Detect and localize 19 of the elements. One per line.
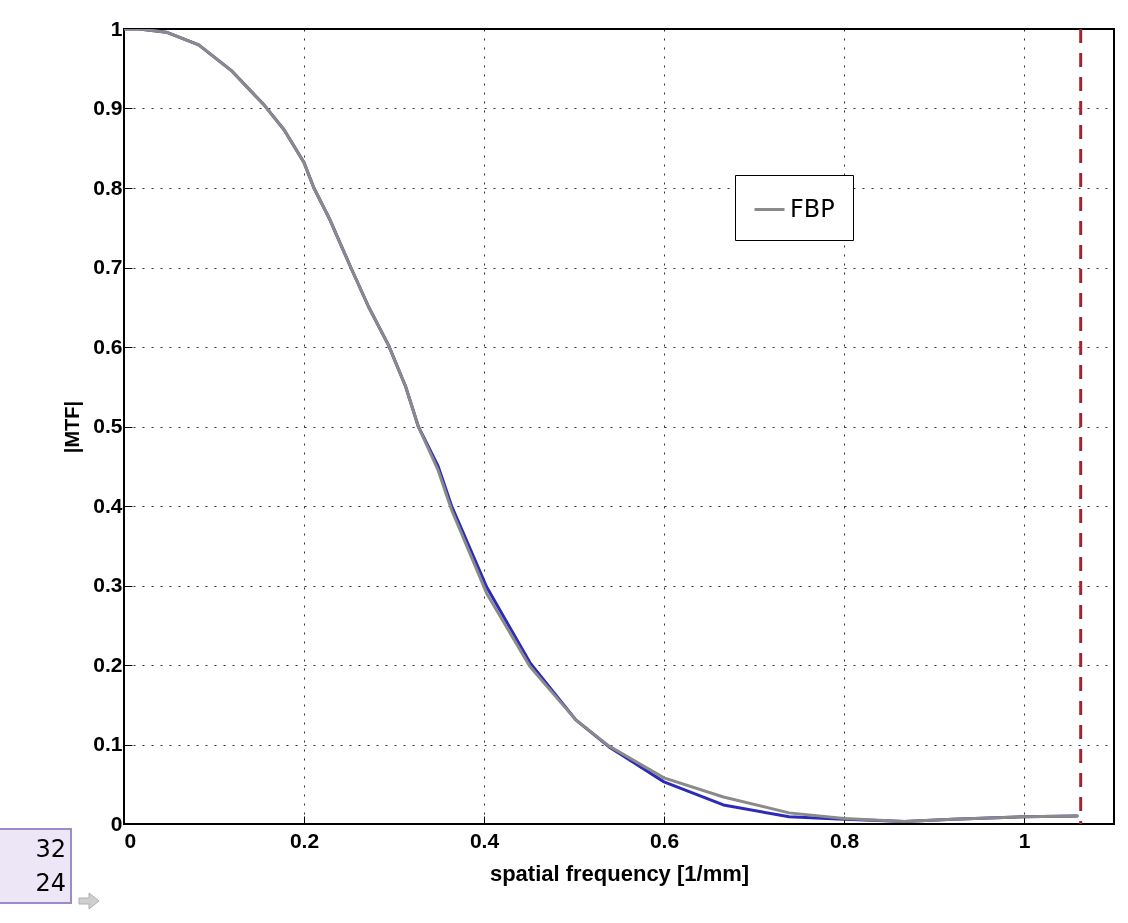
y-tick-label: 0.3: [93, 573, 123, 596]
legend-label: FBP: [790, 194, 835, 223]
y-tick-label: 0.2: [93, 652, 123, 676]
x-tick-label: 1: [1018, 828, 1031, 852]
y-tick-label: 0.5: [93, 414, 123, 437]
y-tick-label: 1: [110, 16, 123, 40]
y-tick-label: 0.1: [93, 732, 123, 755]
x-axis-title: spatial frequency [1/mm]: [489, 860, 750, 886]
y-tick-label: 0.6: [93, 334, 123, 358]
x-tick-label: 0.4: [469, 828, 500, 852]
y-tick-label: 0.9: [93, 96, 123, 119]
y-tick-label: 0.7: [93, 255, 123, 278]
y-tick-label: 0.8: [93, 175, 123, 199]
x-tick-label: 0.8: [829, 828, 860, 852]
y-axis-title: |MTF|: [61, 400, 84, 454]
x-tick-label: 0.2: [289, 828, 320, 852]
y-tick-label: 0: [110, 811, 123, 835]
x-tick-label: 0.6: [649, 828, 680, 852]
y-tick-label: 0.4: [93, 493, 123, 517]
